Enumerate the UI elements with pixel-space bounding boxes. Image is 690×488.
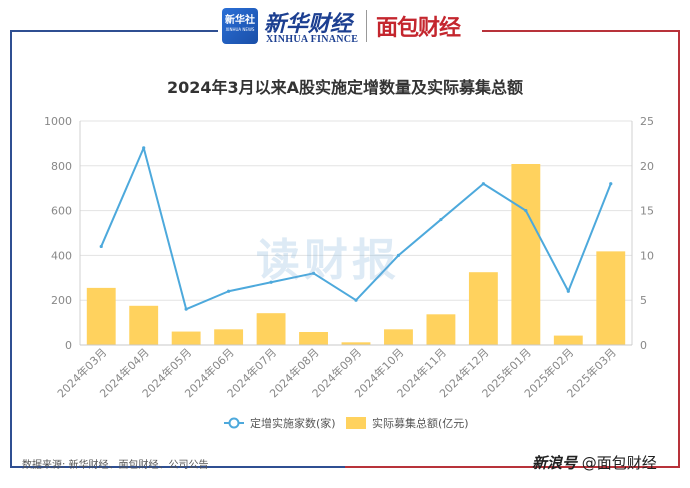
legend-bar-swatch xyxy=(346,417,366,429)
y-right-tick-label: 25 xyxy=(640,115,654,128)
bar xyxy=(129,305,159,345)
bar xyxy=(384,329,413,345)
y-right-tick-label: 10 xyxy=(640,249,654,262)
brand-xinhua-finance-cn: 新华财经 xyxy=(264,11,353,37)
bar xyxy=(426,314,456,345)
line-point xyxy=(184,307,188,311)
line-point xyxy=(269,280,273,284)
bar xyxy=(596,251,626,345)
frame-top-left-border xyxy=(10,30,218,32)
legend-label-line: 定增实施家数(家) xyxy=(250,416,336,430)
legend-line-marker xyxy=(228,417,240,429)
frame-bottom-border xyxy=(10,466,680,468)
bar xyxy=(341,342,371,345)
signature-account: @面包财经 xyxy=(581,454,657,472)
line-point xyxy=(524,209,528,213)
y-left-tick-label: 800 xyxy=(51,160,72,173)
bar xyxy=(553,335,583,345)
bar xyxy=(256,313,286,345)
line-point xyxy=(439,217,443,222)
bar xyxy=(171,331,201,345)
line-point xyxy=(99,244,103,249)
signature: 新浪号 @面包财经 xyxy=(532,452,657,473)
frame-left-border xyxy=(10,30,12,468)
y-right-tick-label: 0 xyxy=(640,339,647,352)
bar xyxy=(511,164,541,345)
line-point xyxy=(311,271,316,275)
y-left-tick-label: 200 xyxy=(51,294,72,307)
frame-right-border xyxy=(678,30,680,468)
data-source: 数据来源: 新华财经、面包财经、公司公告 xyxy=(22,460,209,471)
brand-mianbao-caijing: 面包财经 xyxy=(376,16,461,41)
chart-title: 2024年3月以来A股实施定增数量及实际募集总额 xyxy=(166,78,524,97)
brand-xinhua-finance-en: XINHUA FINANCE xyxy=(266,34,359,45)
bar xyxy=(299,332,328,345)
brand-divider xyxy=(366,10,367,42)
y-left-tick-label: 0 xyxy=(65,339,72,352)
line-point xyxy=(142,146,146,150)
signature-platform: 新浪号 xyxy=(532,454,578,472)
line-point xyxy=(566,289,570,293)
watermark-text: 读财报 xyxy=(256,235,400,286)
y-left-tick-label: 400 xyxy=(51,249,72,262)
legend-label-bar: 实际募集总额(亿元) xyxy=(372,416,469,430)
line-point xyxy=(609,182,613,186)
y-right-tick-label: 15 xyxy=(640,205,654,218)
bar xyxy=(86,287,116,345)
y-right-tick-label: 20 xyxy=(640,160,654,173)
xinhua-logo-text: 新华社 xyxy=(225,15,255,26)
y-left-tick-label: 1000 xyxy=(44,115,72,128)
line-point xyxy=(227,289,231,293)
xinhua-logo: 新华社 XINHUA NEWS xyxy=(222,8,258,44)
line-point xyxy=(354,298,358,302)
bar xyxy=(468,272,498,345)
y-right-tick-label: 5 xyxy=(640,294,647,307)
xinhua-logo-sub: XINHUA NEWS xyxy=(225,27,255,32)
bar xyxy=(214,329,244,345)
frame-top-right-border xyxy=(482,30,680,32)
line-point xyxy=(481,182,485,186)
y-left-tick-label: 600 xyxy=(51,205,72,218)
line-point xyxy=(396,253,401,257)
